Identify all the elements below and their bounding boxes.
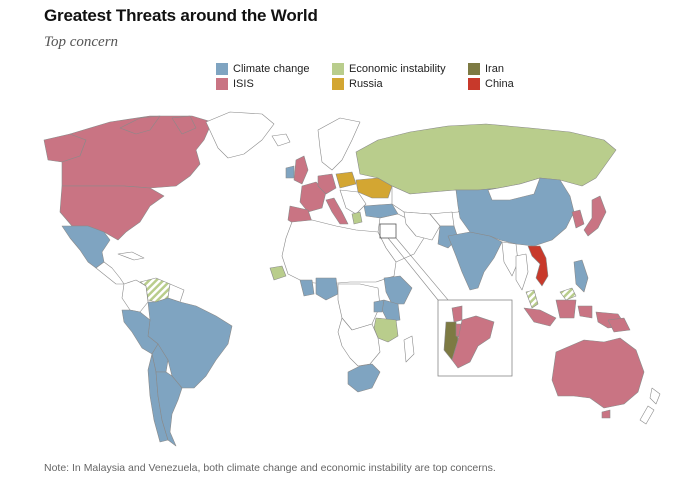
region-greece [351,211,363,225]
legend-swatch-china [468,78,480,90]
legend-swatch-climate [216,63,228,75]
region-italy [325,197,349,225]
region-canada [61,115,213,189]
region-korea [571,209,585,229]
legend-item-russia: Russia [332,78,383,90]
legend-item-isis: ISIS [216,78,254,90]
inset-lebanon [451,305,463,323]
region-central-america [95,261,125,285]
inset-leader-top [387,237,439,301]
region-australia [551,337,645,409]
region-colombia [121,279,149,313]
region-ethiopia [383,275,413,305]
map-legend: Climate change ISIS Economic instability… [0,0,700,100]
region-ghana [299,279,315,297]
region-canada-islands [119,115,197,135]
region-uganda [373,299,385,313]
region-madagascar [403,335,415,363]
region-mongolia [487,177,541,201]
legend-label-russia: Russia [349,78,383,90]
region-vietnam [527,245,549,287]
region-russia [355,123,617,195]
legend-item-climate: Climate change [216,63,309,75]
region-southern-africa [337,317,381,367]
region-cuba [117,251,145,261]
region-france [299,181,327,213]
region-poland [335,171,357,189]
region-png [607,317,631,333]
region-germany [317,173,337,195]
region-malaysia-peninsula [525,289,539,309]
region-japan [583,195,607,237]
region-india [447,231,503,291]
region-new-zealand [639,387,661,425]
footnote: Note: In Malaysia and Venezuela, both cl… [44,462,496,474]
region-ireland [285,165,295,179]
legend-label-iran: Iran [485,63,504,75]
region-thailand [515,253,529,291]
region-malaysia-borneo [559,287,577,301]
region-senegal [269,265,287,281]
region-south-africa [347,363,381,393]
legend-label-economic: Economic instability [349,63,446,75]
region-myanmar [501,241,519,277]
region-indonesia [523,299,627,329]
legend-swatch-isis [216,78,228,90]
legend-item-iran: Iran [468,63,504,75]
region-tasmania [601,409,611,419]
region-scandinavia [317,117,361,171]
page-subtitle: Top concern [44,34,119,50]
legend-item-china: China [468,78,514,90]
region-balkans [339,189,367,215]
legend-item-economic: Economic instability [332,63,446,75]
inset-jordan [451,315,495,369]
region-philippines [573,259,589,293]
legend-swatch-iran [468,63,480,75]
region-uk [293,155,309,185]
legend-label-isis: ISIS [233,78,254,90]
legend-swatch-economic [332,63,344,75]
page-title: Greatest Threats around the World [44,6,318,25]
region-greenland [205,111,275,159]
region-nigeria [315,277,339,301]
region-argentina [155,371,183,447]
region-mexico [61,225,111,269]
legend-swatch-russia [332,78,344,90]
legend-label-china: China [485,78,514,90]
legend-label-climate: Climate change [233,63,310,75]
region-iceland [271,133,291,147]
